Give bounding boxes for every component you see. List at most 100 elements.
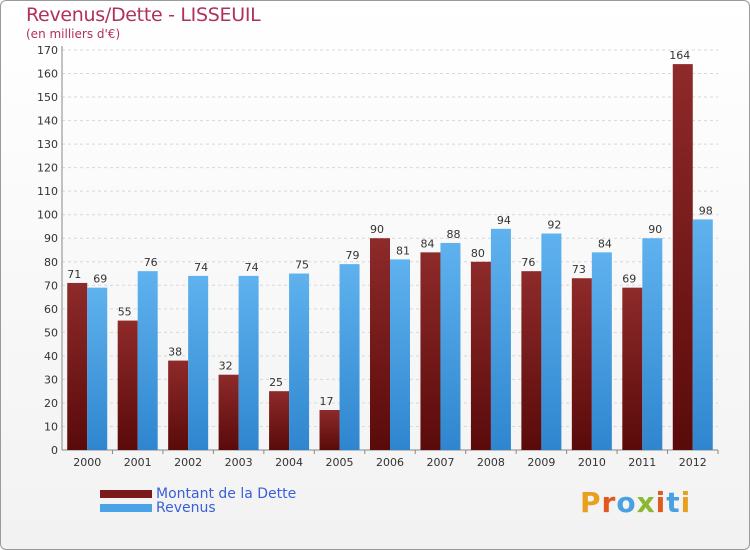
x-tick-label: 2010 [578,456,606,469]
bar-revenus [490,228,511,450]
y-tick-label: 140 [37,115,58,128]
bar-dette [67,282,88,450]
bar-dette [571,278,592,450]
y-tick-label: 30 [44,373,58,386]
logo-letter: r [601,486,617,519]
data-label-dette: 17 [320,395,334,408]
bar-revenus [440,242,461,450]
data-label-revenus: 74 [245,261,259,274]
proxiti-logo: Proxiti [580,486,691,519]
data-label-dette: 90 [370,223,384,236]
y-tick-label: 0 [51,444,58,457]
x-tick-label: 2004 [275,456,303,469]
bar-revenus [390,259,410,450]
x-tick-label: 2005 [326,456,354,469]
data-label-dette: 25 [269,376,283,389]
legend-item-dette: Montant de la Dette [100,486,296,502]
x-tick-label: 2011 [628,456,656,469]
y-tick-label: 20 [44,397,58,410]
y-tick-label: 70 [44,279,58,292]
data-label-revenus: 76 [144,256,158,269]
x-tick-label: 2006 [376,456,404,469]
bar-revenus [339,264,360,450]
bar-dette [117,320,138,450]
bar-revenus [591,252,612,450]
legend-label-dette: Montant de la Dette [156,486,297,502]
bar-dette [622,287,643,450]
legend-label-revenus: Revenus [156,500,216,516]
bar-dette [269,391,290,450]
bar-dette [672,64,693,450]
x-tick-label: 2012 [679,456,707,469]
chart-title: Revenus/Dette - LISSEUIL [26,4,261,26]
data-label-dette: 76 [521,256,535,269]
logo-letter: o [616,486,637,519]
bar-revenus [238,275,259,450]
x-tick-label: 2002 [174,456,202,469]
bar-dette [470,261,491,450]
data-label-revenus: 81 [396,244,410,257]
bar-revenus [692,219,713,450]
bar-revenus [541,233,562,450]
y-tick-label: 90 [44,232,58,245]
data-label-dette: 164 [669,49,690,62]
data-label-dette: 69 [622,273,636,286]
x-tick-label: 2007 [426,456,454,469]
logo-letter: x [636,486,656,519]
bar-revenus [642,238,663,450]
chart-subtitle: (en milliers d'€) [26,27,121,41]
bar-dette [420,252,441,450]
y-tick-label: 110 [37,185,58,198]
data-label-revenus: 79 [346,249,360,262]
y-tick-label: 100 [37,209,58,222]
data-label-revenus: 75 [295,259,309,272]
y-tick-label: 50 [44,326,58,339]
y-tick-label: 80 [44,256,58,269]
x-tick-label: 2009 [527,456,555,469]
data-label-revenus: 98 [699,204,713,217]
bar-revenus [289,273,310,450]
x-tick-label: 2003 [225,456,253,469]
data-label-dette: 73 [572,263,586,276]
y-tick-label: 10 [44,420,58,433]
logo-letter: i [680,486,692,519]
logo-letter: t [666,486,681,519]
data-label-revenus: 84 [598,237,612,250]
legend-swatch-dette [100,490,152,498]
y-tick-label: 150 [37,91,58,104]
x-tick-label: 2008 [477,456,505,469]
data-label-dette: 80 [471,247,485,260]
y-tick-label: 40 [44,350,58,363]
bar-revenus [87,287,108,450]
bar-dette [218,374,239,450]
data-label-revenus: 69 [93,273,107,286]
data-label-dette: 84 [420,237,434,250]
bar-dette [521,271,542,450]
logo-letter: i [655,486,667,519]
data-label-revenus: 88 [446,228,460,241]
x-tick-label: 2000 [73,456,101,469]
data-label-dette: 38 [168,346,182,359]
legend-swatch-revenus [100,504,152,512]
y-tick-label: 160 [37,68,58,81]
data-label-revenus: 94 [497,214,511,227]
logo-letter: P [580,486,602,519]
legend-item-revenus: Revenus [100,500,216,516]
data-label-dette: 32 [219,360,233,373]
data-label-dette: 55 [118,306,132,319]
bar-dette [319,410,340,450]
y-tick-label: 120 [37,162,58,175]
data-label-dette: 71 [67,268,81,281]
x-tick-label: 2001 [124,456,152,469]
y-tick-label: 60 [44,303,58,316]
data-label-revenus: 90 [648,223,662,236]
bar-dette [168,360,189,450]
y-tick-label: 170 [37,44,58,57]
data-label-revenus: 74 [194,261,208,274]
y-tick-label: 130 [37,138,58,151]
bar-revenus [137,271,158,450]
bar-dette [370,238,390,450]
bar-revenus [188,275,209,450]
data-label-revenus: 92 [547,219,561,232]
